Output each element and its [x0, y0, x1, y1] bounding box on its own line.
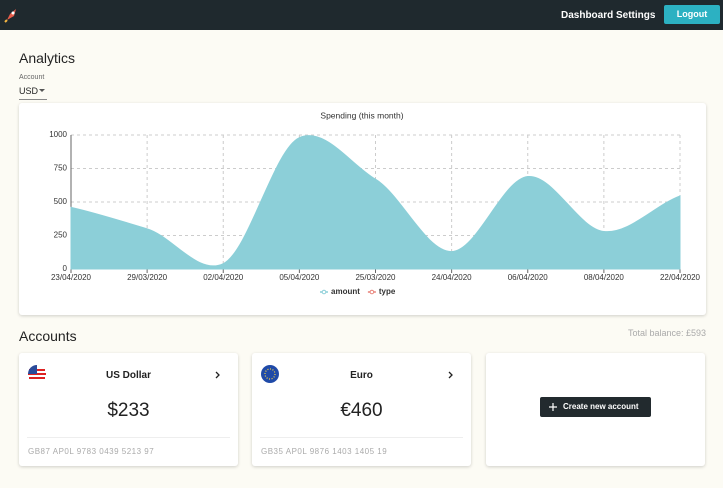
- dropdown-icon: [39, 89, 45, 92]
- x-tick-label: 29/03/2020: [127, 273, 168, 282]
- y-tick-label: 1000: [49, 130, 67, 139]
- section-title: Accounts: [19, 328, 77, 344]
- x-tick-label: 05/04/2020: [279, 273, 320, 282]
- plus-icon: [549, 403, 557, 411]
- account-card[interactable]: US Dollar $233 GB87 AP0L 9783 0439 5213 …: [19, 353, 238, 466]
- legend-swatch: [321, 289, 327, 295]
- create-account-button[interactable]: Create new account: [540, 397, 651, 417]
- divider: [27, 437, 230, 438]
- chart: Spending (this month) 0 250 500 750 1000 23/0…: [49, 110, 701, 296]
- total-balance: Total balance: £593: [627, 328, 706, 338]
- chevron-icon[interactable]: [448, 371, 454, 379]
- chevron-icon[interactable]: [215, 371, 221, 379]
- logo[interactable]: [4, 7, 20, 23]
- legend-swatch: [369, 289, 375, 295]
- x-tick-label: 06/04/2020: [508, 273, 549, 282]
- y-tick-label: 750: [54, 164, 68, 173]
- y-tick-label: 250: [54, 231, 68, 240]
- legend-label: amount: [331, 287, 360, 296]
- flag-icon: [28, 365, 46, 383]
- x-tick-label: 02/04/2020: [203, 273, 244, 282]
- navbar: Dashboard Settings Logout: [0, 0, 723, 30]
- account-balance: $233: [107, 400, 150, 421]
- y-tick-label: 0: [63, 264, 68, 273]
- account-iban: GB87 AP0L 9783 0439 5213 97: [28, 447, 155, 456]
- x-tick-label: 08/04/2020: [584, 273, 625, 282]
- select-value: USD: [19, 86, 39, 96]
- select-label: Account: [19, 74, 45, 81]
- section-title: Analytics: [19, 50, 76, 66]
- account-name: Euro: [350, 370, 373, 381]
- y-tick-label: 500: [54, 197, 68, 206]
- flag-icon: [261, 365, 279, 383]
- x-tick-label: 25/03/2020: [355, 273, 396, 282]
- divider: [260, 437, 463, 438]
- legend-label: type: [379, 287, 396, 296]
- account-select[interactable]: USD: [19, 86, 47, 100]
- account-balance: €460: [340, 400, 383, 421]
- nav-link[interactable]: Settings: [616, 10, 656, 21]
- account-name: US Dollar: [105, 370, 151, 381]
- nav-link[interactable]: Dashboard: [561, 10, 614, 21]
- button-label: Create new account: [563, 402, 639, 411]
- account-card[interactable]: Euro €460 GB35 AP0L 9876 1403 1405 19: [252, 353, 471, 466]
- create-card: Create new account: [486, 353, 705, 466]
- chart-title: Spending (this month): [320, 110, 403, 120]
- chart-card: Spending (this month) 0 250 500 750 1000 23/0…: [19, 103, 706, 315]
- account-iban: GB35 AP0L 9876 1403 1405 19: [261, 447, 388, 456]
- x-tick-label: 22/04/2020: [660, 273, 701, 282]
- x-tick-label: 24/04/2020: [432, 273, 473, 282]
- logout-button[interactable]: Logout: [664, 5, 720, 24]
- area: [70, 135, 681, 270]
- x-tick-label: 23/04/2020: [51, 273, 92, 282]
